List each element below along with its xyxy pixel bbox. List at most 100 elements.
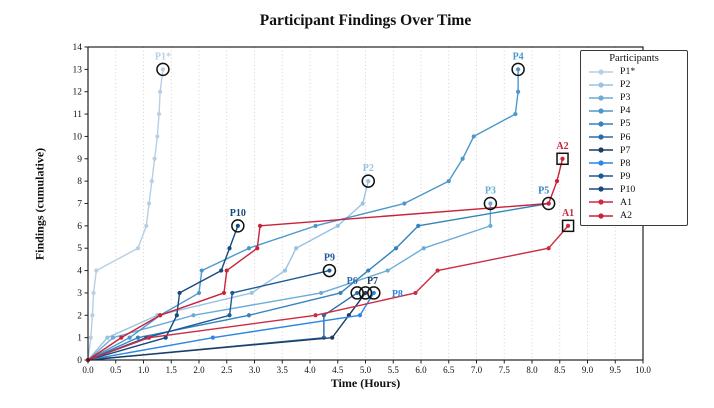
x-tick-label: 8.5 [554, 365, 566, 375]
data-point-A2 [257, 223, 263, 228]
data-point-P1* [146, 201, 152, 206]
y-tick-label: 9 [77, 155, 82, 165]
end-label-P8: P8 [392, 289, 403, 300]
x-tick-label: 6.0 [415, 365, 427, 375]
y-tick-label: 13 [73, 65, 83, 75]
end-ring-P1* [156, 62, 170, 77]
end-ring-P5 [541, 196, 556, 211]
data-point-P8 [371, 290, 376, 296]
series-line-P7 [87, 292, 367, 361]
end-label-P7: P7 [367, 276, 378, 287]
data-point-P5 [135, 335, 141, 340]
y-tick-label: 5 [77, 244, 82, 254]
series-line-P5 [87, 202, 549, 361]
legend-label: P6 [620, 131, 631, 143]
x-tick-label: 0.0 [82, 365, 94, 375]
legend-swatch-icon [589, 199, 613, 206]
legend-item-P10: P10 [585, 183, 683, 196]
legend-label: P10 [620, 183, 636, 195]
x-tick-label: 5.0 [360, 365, 372, 375]
legend-label: P8 [620, 157, 631, 169]
y-tick-label: 12 [73, 88, 83, 98]
x-tick-label: 1.5 [166, 365, 178, 375]
y-tick-label: 3 [77, 289, 82, 299]
data-point-A1 [546, 246, 551, 251]
data-point-P1* [144, 223, 149, 228]
data-point-P2 [282, 268, 288, 273]
legend-label: P5 [620, 118, 631, 130]
legend-swatch-icon [589, 134, 613, 140]
y-tick-label: 14 [73, 43, 83, 53]
data-point-P4 [402, 201, 407, 206]
legend-item-P5: P5 [585, 117, 683, 130]
end-ring-P6 [350, 286, 364, 300]
series-line-P6 [87, 292, 358, 361]
data-point-P5 [246, 313, 252, 318]
legend-swatch-icon [589, 95, 613, 101]
end-ring-P8 [367, 286, 381, 300]
x-tick-label: 3.5 [277, 365, 289, 375]
series-line-A2 [87, 158, 564, 361]
end-label-P6: P6 [347, 276, 358, 287]
data-point-P2 [105, 335, 110, 340]
data-point-P10 [219, 268, 224, 273]
data-point-P1* [152, 156, 157, 161]
data-point-P1* [90, 313, 95, 318]
x-tick-label: 3.0 [249, 365, 261, 375]
legend-item-P8: P8 [585, 157, 683, 170]
legend-label: P9 [620, 170, 631, 182]
legend-swatch-icon [589, 108, 613, 114]
data-point-P4 [516, 67, 521, 72]
data-point-P5 [366, 268, 371, 273]
data-point-P1* [149, 179, 154, 184]
legend-item-P3: P3 [585, 91, 683, 104]
data-point-P8 [210, 335, 215, 340]
data-point-P8 [357, 313, 363, 318]
end-label-P9: P9 [324, 253, 335, 264]
data-point-P4 [313, 223, 318, 228]
data-point-P4 [513, 111, 518, 117]
data-point-P10 [227, 246, 232, 251]
data-point-P3 [319, 290, 324, 296]
data-point-P3 [421, 246, 426, 251]
data-point-P9 [227, 313, 232, 318]
x-tick-label: 8.0 [526, 365, 538, 375]
data-point-P2 [335, 223, 340, 228]
x-tick-label: 2.0 [193, 365, 205, 375]
x-tick-label: 7.5 [499, 365, 511, 375]
data-point-P3 [191, 313, 196, 318]
data-point-P1* [94, 268, 99, 273]
y-tick-label: 6 [77, 222, 82, 232]
end-ring-P3 [483, 196, 498, 211]
legend-items: P1* P2 P3 P4 P5 P6 P7 P8 P9 P10 A1 A2 [585, 65, 683, 222]
data-point-A1 [413, 290, 418, 296]
data-point-P10 [177, 290, 182, 296]
data-point-P4 [460, 156, 465, 161]
data-point-A2 [224, 268, 229, 273]
x-tick-label: 4.0 [304, 365, 316, 375]
end-square-A1 [561, 219, 575, 233]
end-label-P1*: P1* [155, 51, 171, 62]
data-point-A2 [546, 201, 551, 206]
data-point-P7 [330, 335, 335, 340]
legend-item-P1*: P1* [585, 65, 683, 78]
data-point-P2 [249, 290, 254, 296]
end-label-P4: P4 [513, 51, 524, 62]
legend-label: P3 [620, 92, 631, 104]
data-point-P1* [135, 246, 141, 251]
legend-item-A2: A2 [585, 209, 683, 222]
data-point-P1* [91, 290, 96, 296]
end-label-P3: P3 [485, 186, 496, 197]
y-tick-label: 1 [77, 334, 82, 344]
y-tick-label: 0 [77, 356, 82, 366]
legend-item-P4: P4 [585, 104, 683, 117]
y-tick-label: 2 [77, 311, 82, 321]
end-ring-P10 [231, 219, 245, 233]
x-tick-label: 7.0 [471, 365, 483, 375]
data-point-A1 [146, 335, 152, 340]
data-point-A2 [560, 156, 565, 161]
legend-swatch-icon [589, 121, 613, 127]
legend-swatch-icon [589, 147, 613, 153]
legend-label: P1* [620, 66, 636, 78]
